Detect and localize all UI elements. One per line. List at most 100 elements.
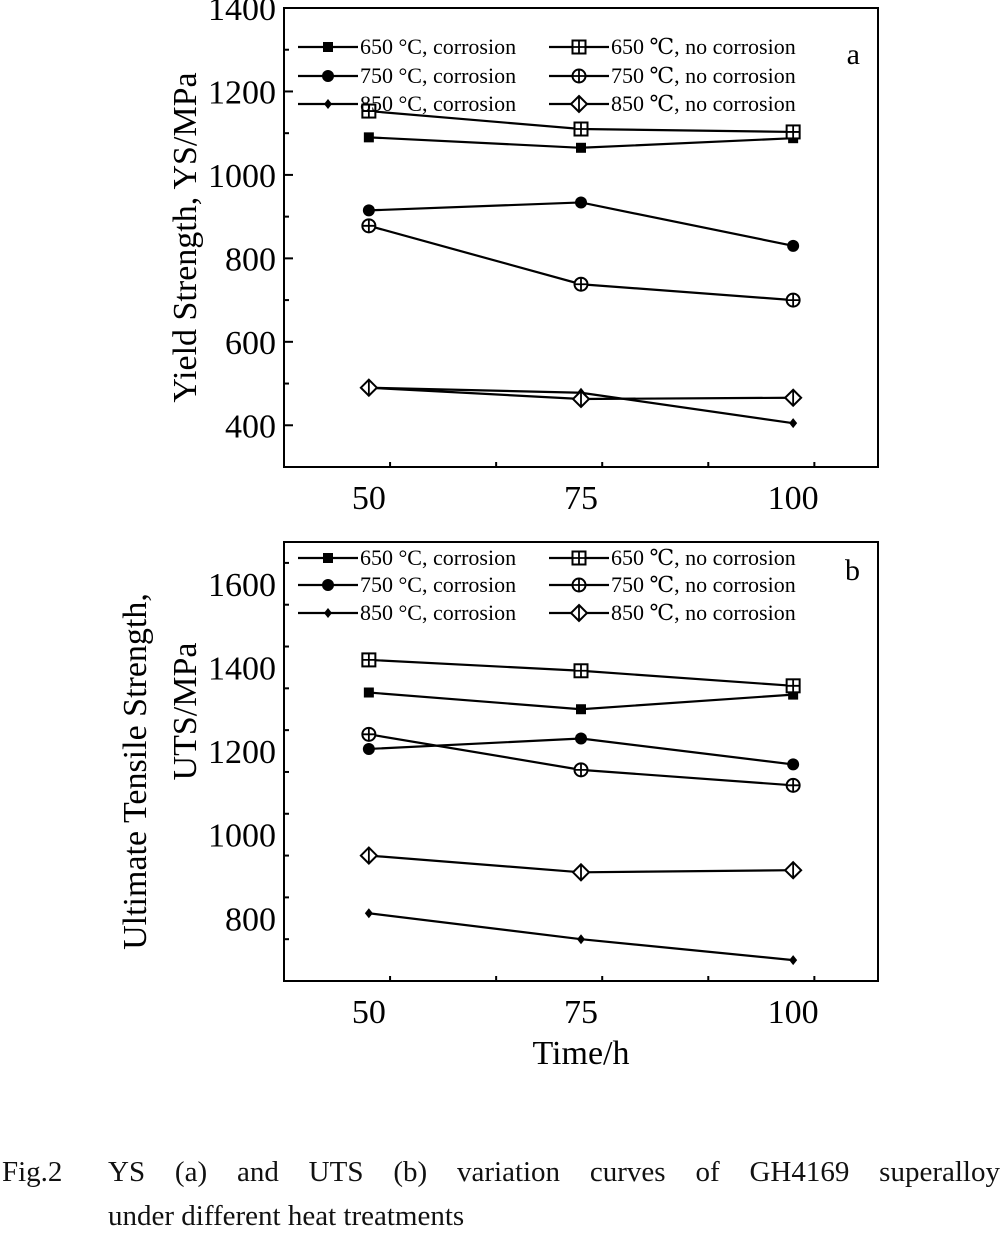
- x-tick-label: 75: [564, 994, 598, 1031]
- data-point: [361, 103, 377, 119]
- legend-marker: [571, 68, 587, 84]
- data-point: [362, 204, 375, 217]
- panel-label: a: [847, 38, 860, 71]
- legend-label: 850 °C, corrosion: [360, 600, 516, 625]
- data-point: [359, 846, 379, 865]
- data-point: [576, 704, 586, 715]
- panel-label: b: [845, 554, 860, 587]
- legend-marker: [322, 70, 334, 82]
- legend-label: 750 °C, corrosion: [360, 572, 516, 597]
- y-tick-label: 400: [225, 408, 276, 445]
- x-tick-label: 100: [768, 480, 819, 517]
- legend-marker: [323, 553, 333, 563]
- data-point: [362, 742, 375, 755]
- y-tick-label: 1200: [208, 74, 276, 111]
- y-axis-title-line-2: UTS/MPa: [167, 643, 204, 781]
- data-point: [573, 276, 589, 292]
- x-tick-label: 50: [352, 994, 386, 1031]
- y-tick-label: 1600: [208, 567, 276, 604]
- legend-label: 750 ℃, no corrosion: [611, 63, 796, 88]
- y-tick-label: 600: [225, 325, 276, 362]
- y-tick-label: 1400: [208, 650, 276, 687]
- data-point: [573, 762, 589, 778]
- legend-label: 650 °C, corrosion: [360, 545, 516, 570]
- legend-marker: [569, 94, 589, 114]
- series-crossed-diamond: [359, 378, 803, 409]
- y-tick-label: 1000: [208, 158, 276, 195]
- data-point: [359, 378, 379, 398]
- y-axis-title: Yield Strength, YS/MPa: [167, 72, 204, 402]
- legend-label: 650 ℃, no corrosion: [611, 545, 796, 570]
- data-point: [363, 687, 374, 698]
- x-tick-label: 75: [564, 480, 598, 517]
- data-point: [788, 689, 799, 700]
- data-point: [361, 726, 377, 742]
- legend-label: 750 °C, corrosion: [360, 63, 516, 88]
- caption-line-2: under different heat treatments: [108, 1200, 465, 1232]
- caption-line-1: YS (a) and UTS (b) variation curves of G…: [108, 1156, 1000, 1188]
- series-crossed-square: [361, 103, 801, 140]
- data-point: [577, 934, 585, 945]
- series-crossed-square: [361, 652, 801, 694]
- series-filled-square: [363, 687, 799, 715]
- data-point: [785, 124, 801, 140]
- y-axis-title-line-1: Ultimate Tensile Strength,: [117, 593, 154, 950]
- data-point: [361, 218, 377, 234]
- data-point: [785, 678, 801, 694]
- data-point: [571, 862, 591, 882]
- legend-label: 650 °C, corrosion: [360, 34, 516, 59]
- data-point: [363, 132, 374, 143]
- legend-label: 850 °C, corrosion: [360, 91, 516, 116]
- series-filled-circle: [362, 196, 800, 252]
- legend-marker: [569, 603, 589, 623]
- data-point: [785, 777, 801, 793]
- series-line: [368, 201, 794, 247]
- series-crossed-circle: [361, 726, 801, 793]
- series-filled-diamond: [364, 908, 798, 966]
- x-axis-title: Time/h: [532, 1035, 629, 1072]
- data-point: [575, 732, 587, 745]
- legend-marker: [324, 99, 332, 109]
- x-tick-label: 100: [768, 994, 819, 1031]
- data-point: [575, 196, 587, 209]
- x-tick-label: 50: [352, 480, 386, 517]
- data-point: [364, 908, 373, 919]
- y-tick-label: 1200: [208, 734, 276, 771]
- chart-panel-b: 800 1000 1200 1400 1600 50 75 100 650 °C, corros…: [117, 541, 879, 1072]
- caption-number: Fig.2: [2, 1156, 63, 1188]
- data-point: [573, 121, 589, 137]
- legend-marker: [571, 39, 587, 55]
- series-crossed-diamond: [359, 846, 803, 882]
- data-point: [787, 239, 800, 252]
- legend: 650 °C, corrosion 650 ℃, no corrosion 750 …: [298, 34, 796, 116]
- data-point: [785, 292, 801, 308]
- legend-label: 750 ℃, no corrosion: [611, 572, 796, 597]
- plot-frame: [283, 7, 879, 468]
- data-point: [789, 955, 798, 966]
- data-point: [361, 652, 377, 668]
- data-point: [787, 758, 800, 771]
- legend: 650 °C, corrosion 650 ℃, no corrosion750 …: [298, 545, 796, 625]
- y-tick-label: 1000: [208, 818, 276, 855]
- data-point: [783, 860, 803, 880]
- legend-marker: [322, 579, 334, 591]
- y-tick-label: 800: [225, 901, 276, 938]
- data-point: [573, 663, 589, 679]
- legend-marker: [324, 608, 332, 618]
- legend-marker: [571, 577, 587, 593]
- legend-marker: [571, 550, 587, 566]
- legend-marker: [323, 42, 333, 52]
- data-point: [783, 388, 803, 408]
- data-point: [571, 389, 591, 409]
- plot-frame: [283, 541, 879, 982]
- legend-label: 850 ℃, no corrosion: [611, 91, 796, 116]
- y-tick-label: 1400: [208, 0, 276, 28]
- figure: 400 600 800 1000 1200 1400 50 75 100 650 °C, corr…: [117, 0, 879, 1072]
- chart-panel-a: 400 600 800 1000 1200 1400 50 75 100 650 °C, corr…: [167, 0, 879, 517]
- legend-label: 650 ℃, no corrosion: [611, 34, 796, 59]
- y-tick-label: 800: [225, 241, 276, 278]
- data-point: [576, 142, 586, 153]
- legend-label: 850 ℃, no corrosion: [611, 600, 796, 625]
- data-point: [789, 418, 798, 429]
- series-crossed-circle: [361, 218, 801, 308]
